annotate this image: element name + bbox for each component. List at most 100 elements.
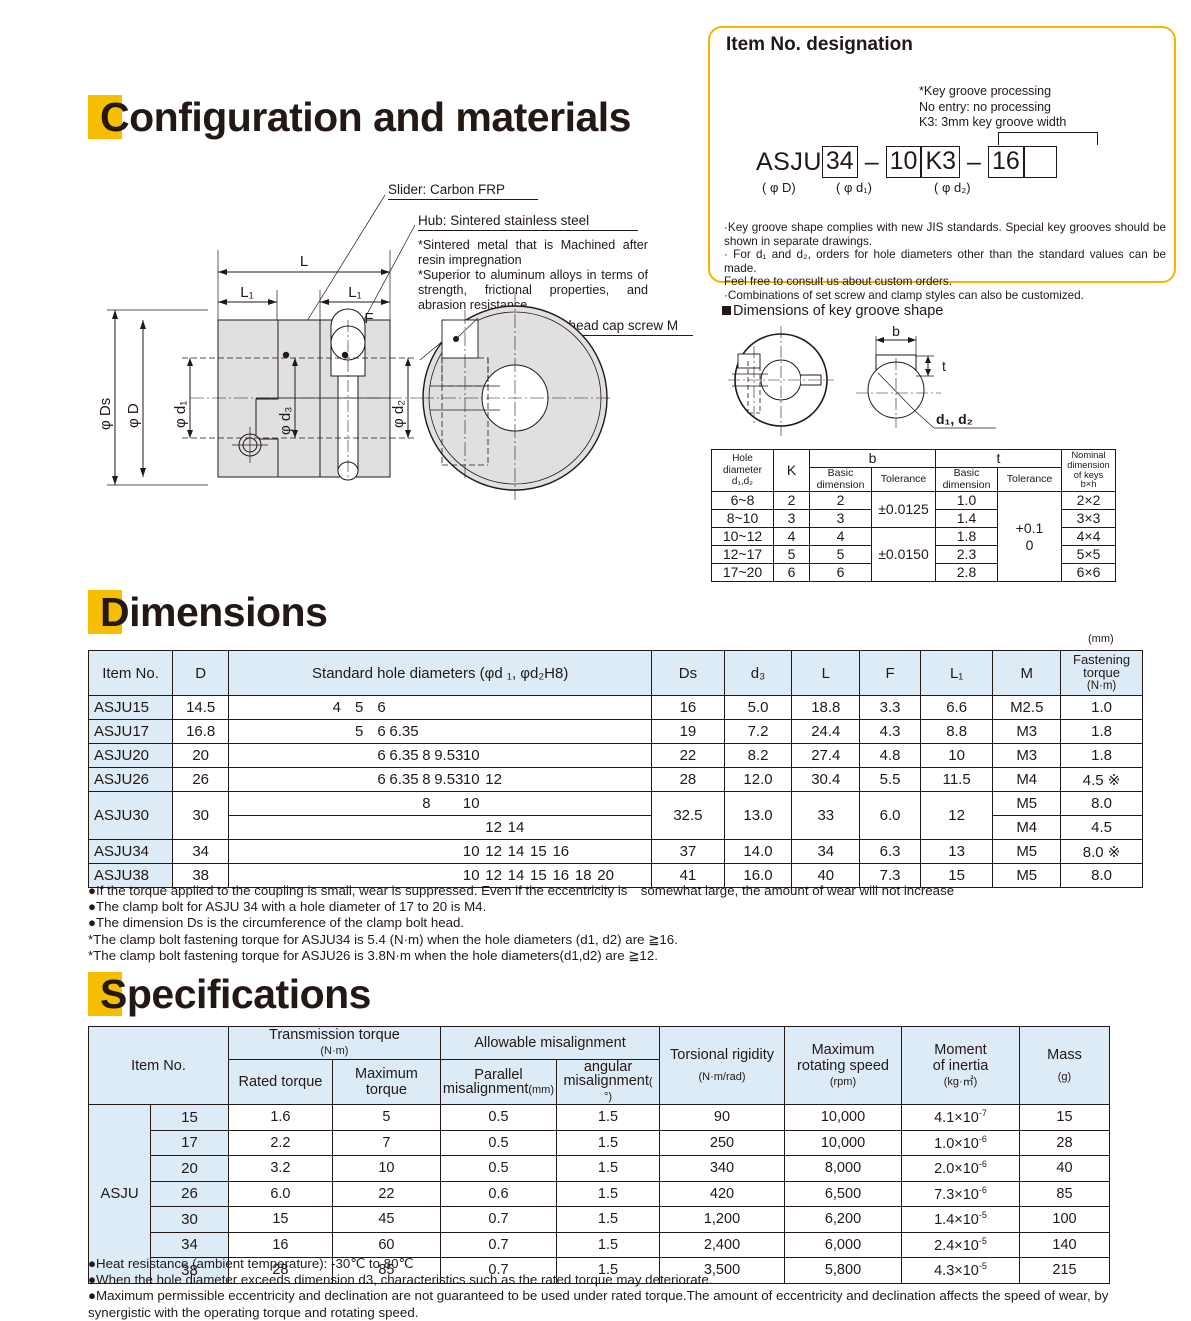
hole-diameter-value: 9.53 [434, 771, 464, 788]
cell-parallel: 0.5 [439, 1129, 558, 1156]
cell-F: 4.3 [859, 719, 921, 744]
dim-label-d3: φ d₃ [277, 407, 294, 435]
designation-code: ASJU 34 – 10 K3 – 16 [756, 146, 1057, 178]
cell-inertia: 2.4×10-5 [901, 1231, 1020, 1258]
th-F: F [859, 650, 921, 696]
designation-bracket [998, 132, 1098, 145]
cell-torque: 1.8 [1060, 743, 1143, 768]
th-item-no: Item No. [88, 1026, 229, 1105]
specifications-table: Item No. Transmission torque (N·m) Allow… [88, 1026, 1110, 1284]
th-b-tolerance: Tolerance [871, 467, 936, 492]
dim-label-Ds: φ Ds [97, 398, 114, 430]
cell-parallel: 0.7 [439, 1231, 558, 1258]
cell-k: 5 [773, 545, 810, 564]
cell-mass: 100 [1019, 1206, 1110, 1233]
cell-rated-torque: 3.2 [227, 1155, 333, 1182]
th-mass: Mass (g) [1019, 1026, 1110, 1105]
hole-diameter-value: 10 [462, 747, 480, 764]
hole-diameter-value: 14 [507, 867, 525, 884]
cell-item-no: ASJU34 [87, 839, 174, 864]
cell-max-torque: 85 [331, 1257, 441, 1284]
cell-max-torque: 45 [331, 1206, 441, 1233]
cell-angular: 1.5 [556, 1257, 660, 1284]
cell-Ds: 19 [651, 719, 725, 744]
hole-diameter-value: 15 [530, 843, 547, 860]
cell-rated-torque: 15 [227, 1206, 333, 1233]
th-item-no: Item No. [87, 650, 174, 696]
hole-diameter-value: 12 [485, 843, 502, 860]
heading-marker [88, 95, 122, 139]
hub-note-text: *Sintered metal that is Machined after r… [418, 238, 648, 312]
cell-speed: 10,000 [784, 1129, 902, 1156]
th-M: M [992, 650, 1062, 696]
section-title-specifications: Specifications [100, 971, 371, 1017]
section-heading-dimensions: Dimensions [88, 590, 328, 634]
cell-L1: 8.8 [919, 719, 994, 744]
cell-M: M5 [992, 791, 1062, 816]
cell-hole: 10~12 [711, 527, 774, 546]
dimensions-note-2: ●The dimension Ds is the circumference o… [88, 915, 465, 931]
code-box-d2: 16 [987, 146, 1024, 178]
heading-marker [88, 590, 122, 634]
coupling-drawing: L L₁ L₁ F φ Ds φ D φ d₁ φ d₃ φ d₂ [97, 194, 610, 500]
cell-speed: 8,000 [784, 1155, 902, 1182]
hole-diameter-value: 4 [332, 699, 341, 716]
section-title-configuration: Configuration and materials [100, 94, 631, 140]
cell-t-basic: 1.0 [935, 491, 998, 510]
table-subheader-row: Rated torque Maximum torque Parallel mis… [89, 1059, 1110, 1105]
cell-rated-torque: 2.2 [227, 1129, 333, 1156]
cell-mass: 215 [1019, 1257, 1110, 1284]
cell-F: 3.3 [859, 695, 921, 720]
cell-max-torque: 5 [331, 1104, 441, 1131]
code-dash-2: – [967, 148, 981, 176]
dimensions-note-0: ●If the torque applied to the coupling i… [88, 883, 955, 898]
cell-speed: 5,800 [784, 1257, 902, 1284]
cell-t-basic: 1.4 [935, 509, 998, 528]
hole-diameter-value: 14 [507, 843, 525, 860]
specifications-notes: ●Heat resistance (ambient temperature): … [88, 1256, 1158, 1321]
code-box-blank [1023, 146, 1057, 178]
cell-d3: 8.2 [723, 743, 793, 768]
cell-t-basic: 1.8 [935, 527, 998, 546]
th-maximum-rotating-speed: Maximum rotating speed (rpm) [784, 1026, 902, 1105]
cell-angular: 1.5 [556, 1180, 660, 1207]
th-rated-torque: Rated torque [227, 1059, 333, 1105]
table-row: 20 3.2 10 0.5 1.5 340 8,000 2.0×10-6 40 [89, 1155, 1110, 1182]
cell-M: M4 [992, 767, 1062, 792]
th-L: L [791, 650, 861, 696]
sub-label-d1: ( φ d₁) [836, 180, 872, 195]
cell-torsional: 420 [659, 1180, 785, 1207]
dimensions-note-1: ●The clamp bolt for ASJU 34 with a hole … [88, 899, 487, 915]
cell-torque: 4.5 [1060, 815, 1143, 840]
table-row: ASJU30 30 8 10 32.5 13.0 33 6.0 12 M5 8.0 [87, 791, 1143, 840]
cell-parallel: 0.7 [439, 1257, 558, 1284]
table-header-row: Item No. D Standard hole diameters (φd ₁… [87, 650, 1143, 696]
hole-diameter-value: 9.53 [434, 747, 464, 764]
hole-diameter-value: 8 [422, 771, 431, 788]
keygroove-label-b: b [892, 323, 900, 339]
cell-max-torque: 60 [331, 1231, 441, 1258]
cell-angular: 1.5 [556, 1206, 660, 1233]
cell-L: 18.8 [791, 695, 861, 720]
cell-L: 30.4 [791, 767, 861, 792]
hole-diameter-value: 10 [462, 795, 480, 812]
hole-diameter-value: 12 [485, 819, 502, 836]
cell-torsional: 250 [659, 1129, 785, 1156]
dim-label-L: L [300, 253, 308, 270]
cell-speed: 6,500 [784, 1180, 902, 1207]
cell-t-basic: 2.8 [935, 563, 998, 582]
cell-max-torque: 10 [331, 1155, 441, 1182]
table-row: 6~8 2 2 ±0.0125 1.0 +0.1 0 2×2 [711, 491, 1116, 582]
cell-b-basic: 2 [809, 491, 872, 510]
cell-k: 4 [773, 527, 810, 546]
dimensions-table: Item No. D Standard hole diameters (φd ₁… [87, 650, 1143, 888]
cell-b-tol-1: ±0.0125 [871, 491, 936, 528]
dim-label-D: φ D [125, 403, 142, 428]
cell-size: 15 [150, 1104, 229, 1131]
hole-diameter-value: 8 [422, 747, 431, 764]
cell-L1: 12 [919, 791, 994, 840]
table-header-row: Item No. Transmission torque (N·m) Allow… [88, 1026, 1110, 1105]
cell-parallel: 0.7 [439, 1206, 558, 1233]
